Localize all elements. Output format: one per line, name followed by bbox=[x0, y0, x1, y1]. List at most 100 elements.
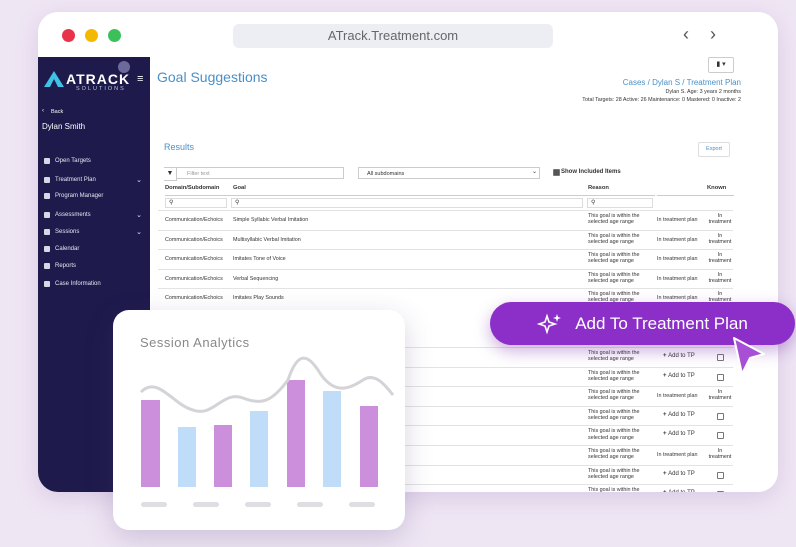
maximize-dot[interactable] bbox=[108, 29, 121, 42]
export-button[interactable]: Export bbox=[698, 142, 730, 157]
reason-cell: This goal is within the selected age ran… bbox=[588, 448, 640, 461]
menu-item[interactable]: Treatment Plan ⌄ bbox=[44, 176, 142, 184]
known-cell: In treatment bbox=[708, 291, 732, 304]
menu-label[interactable]: Case Information bbox=[55, 280, 101, 287]
subdomain-select[interactable]: All subdomains bbox=[358, 167, 540, 179]
known-checkbox[interactable] bbox=[717, 412, 724, 420]
button-label[interactable]: Add to TP bbox=[668, 372, 695, 379]
button-label[interactable]: Add to TP bbox=[668, 490, 695, 492]
add-to-tp-button[interactable]: + Add to TP bbox=[663, 471, 695, 477]
plus-icon: + bbox=[663, 353, 669, 359]
column-header: Known bbox=[707, 185, 727, 191]
row-divider bbox=[158, 425, 733, 427]
filter-input[interactable]: Filter text bbox=[176, 167, 344, 179]
label-placeholder bbox=[349, 502, 375, 507]
header-cell-border bbox=[588, 195, 655, 196]
close-dot[interactable] bbox=[62, 29, 75, 42]
menu-icon bbox=[44, 211, 50, 218]
goal-cell: Imitates Tone of Voice bbox=[233, 256, 286, 262]
add-to-tp-button[interactable]: + Add to TP bbox=[663, 373, 695, 379]
add-to-tp-button[interactable]: + Add to TP bbox=[663, 353, 695, 359]
avatar[interactable] bbox=[118, 61, 130, 73]
reason-cell: This goal is within the selected age ran… bbox=[588, 291, 640, 304]
url-bar[interactable]: ATrack.Treatment.com bbox=[233, 24, 553, 48]
menu-item[interactable]: Case Information bbox=[44, 280, 142, 287]
row-divider bbox=[158, 249, 733, 250]
cta-label[interactable]: Add To Treatment Plan bbox=[575, 313, 748, 333]
options-button[interactable]: ▮ ▾ bbox=[708, 57, 734, 73]
menu-item[interactable]: Program Manager bbox=[44, 193, 142, 199]
menu-item[interactable]: Assessments ⌄ bbox=[44, 211, 142, 219]
back-link[interactable]: Back bbox=[51, 109, 64, 115]
forward-arrow[interactable]: › bbox=[710, 24, 716, 44]
row-divider bbox=[158, 366, 733, 368]
minimize-dot[interactable] bbox=[85, 29, 98, 42]
known-cell: In treatment bbox=[708, 252, 732, 265]
menu-toggle[interactable]: ≡ bbox=[137, 73, 144, 85]
known-checkbox[interactable] bbox=[717, 491, 724, 492]
menu-chevron[interactable]: ⌄ bbox=[136, 176, 142, 184]
status-cell: In treatment plan bbox=[657, 275, 698, 282]
add-to-tp-button[interactable]: + Add to TP bbox=[663, 490, 695, 492]
domain-cell: Communication/Echoics bbox=[165, 275, 223, 282]
menu-label[interactable]: Treatment Plan bbox=[55, 176, 96, 183]
known-checkbox[interactable] bbox=[717, 471, 724, 479]
add-to-tp-button[interactable]: + Add to TP bbox=[663, 431, 695, 437]
search-cell[interactable]: ⚲ bbox=[165, 198, 227, 208]
menu-chevron[interactable]: ⌄ bbox=[136, 211, 142, 219]
known-checkbox[interactable] bbox=[717, 373, 724, 381]
menu-label[interactable]: Program Manager bbox=[55, 193, 104, 199]
menu-icon bbox=[44, 229, 50, 235]
plus-icon: + bbox=[663, 411, 669, 418]
reason-cell: This goal is within the selected age ran… bbox=[588, 389, 640, 402]
header-cell-border bbox=[657, 195, 707, 196]
select-caret: ⌄ bbox=[532, 169, 538, 175]
reason-cell: This goal is within the selected age ran… bbox=[588, 467, 640, 480]
search-cell[interactable]: ⚲ bbox=[587, 198, 653, 208]
menu-item[interactable]: Reports bbox=[44, 263, 142, 269]
bar-shape bbox=[250, 411, 268, 487]
show-included-label[interactable]: Show Included Items bbox=[561, 169, 621, 175]
button-label[interactable]: Add to TP bbox=[668, 431, 695, 438]
menu-item[interactable]: Open Targets bbox=[44, 158, 142, 164]
patient-info: Dylan S. Age: 3 years 2 months bbox=[665, 89, 741, 95]
page-title: Goal Suggestions bbox=[157, 69, 268, 85]
row-divider bbox=[158, 464, 733, 466]
row-divider bbox=[158, 484, 733, 486]
menu-label[interactable]: Assessments bbox=[55, 211, 91, 218]
reason-cell: This goal is within the selected age ran… bbox=[588, 428, 640, 441]
add-to-tp-button[interactable]: + Add to TP bbox=[663, 412, 695, 418]
show-included-checkbox[interactable] bbox=[553, 169, 560, 176]
domain-cell: Communication/Echoics bbox=[165, 256, 223, 262]
button-label[interactable]: Add to TP bbox=[668, 353, 695, 359]
menu-label[interactable]: Reports bbox=[55, 263, 77, 269]
bar-shape bbox=[360, 406, 378, 487]
button-label[interactable]: Add to TP bbox=[668, 470, 695, 477]
menu-label[interactable]: Calendar bbox=[55, 245, 80, 252]
reason-cell: This goal is within the selected age ran… bbox=[588, 408, 640, 421]
reason-cell: This goal is within the selected age ran… bbox=[588, 350, 640, 363]
bar-shape bbox=[141, 400, 160, 487]
menu-item[interactable]: Calendar bbox=[44, 245, 142, 252]
menu-label[interactable]: Sessions bbox=[55, 229, 80, 235]
row-divider bbox=[158, 386, 733, 388]
add-to-plan-button[interactable]: Add To Treatment Plan bbox=[490, 302, 795, 345]
menu-icon bbox=[44, 245, 50, 252]
button-label[interactable]: Add to TP bbox=[668, 411, 695, 418]
menu-icon bbox=[44, 158, 50, 164]
column-header: Domain/Subdomain bbox=[165, 185, 220, 191]
row-divider bbox=[158, 268, 733, 270]
menu-chevron[interactable]: ⌄ bbox=[136, 229, 142, 236]
breadcrumb[interactable]: Cases / Dylan S / Treatment Plan bbox=[622, 78, 741, 87]
known-checkbox[interactable] bbox=[717, 354, 724, 361]
back-arrow[interactable]: ‹ bbox=[683, 24, 689, 44]
status-cell: In treatment plan bbox=[657, 236, 698, 243]
search-cell[interactable]: ⚲ bbox=[231, 198, 583, 208]
known-checkbox[interactable] bbox=[717, 432, 724, 440]
known-cell: In treatment bbox=[708, 389, 732, 402]
target-stats: Total Targets: 28 Active: 26 Maintenance… bbox=[582, 97, 741, 103]
menu-label[interactable]: Open Targets bbox=[55, 158, 91, 164]
menu-item[interactable]: Sessions ⌄ bbox=[44, 228, 142, 236]
plus-icon: + bbox=[663, 431, 669, 438]
